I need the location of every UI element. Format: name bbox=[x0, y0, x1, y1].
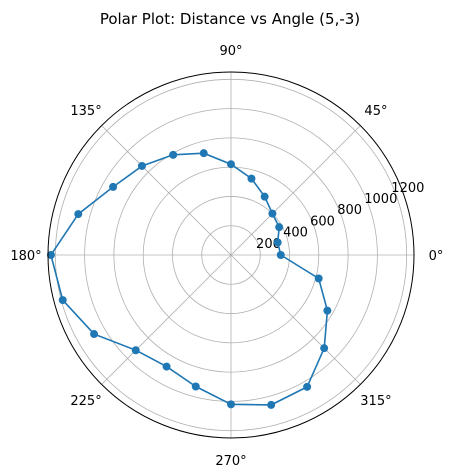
data-point bbox=[199, 149, 208, 158]
data-point bbox=[191, 382, 200, 391]
angle-tick-label: 225° bbox=[70, 394, 101, 409]
data-point bbox=[162, 362, 171, 371]
angle-tick-label: 135° bbox=[70, 104, 101, 119]
data-point bbox=[227, 400, 235, 409]
radial-tick-label: 1200 bbox=[391, 181, 424, 196]
angle-tick-label: 45° bbox=[364, 104, 387, 119]
data-point bbox=[320, 344, 329, 353]
data-point bbox=[74, 210, 83, 219]
data-point bbox=[169, 150, 178, 159]
data-point bbox=[260, 192, 269, 201]
data-point bbox=[273, 238, 282, 247]
angle-tick-labels: 0° 45° 90° 135° 180° 225° 270° 315° bbox=[10, 44, 443, 469]
data-point bbox=[275, 223, 284, 232]
angular-grid-line-45 bbox=[230, 125, 361, 256]
data-point bbox=[109, 182, 118, 191]
data-point bbox=[227, 160, 235, 169]
chart-title: Polar Plot: Distance vs Angle (5,-3) bbox=[100, 10, 360, 28]
angle-tick-label: 90° bbox=[219, 44, 242, 59]
angle-tick-label: 315° bbox=[360, 394, 391, 409]
radial-tick-label: 800 bbox=[337, 203, 362, 218]
angle-tick-label: 270° bbox=[215, 454, 246, 469]
data-point bbox=[46, 251, 55, 259]
angular-grid-line-315 bbox=[230, 254, 361, 385]
data-point bbox=[58, 296, 67, 305]
data-point bbox=[90, 330, 99, 339]
angular-grid-line-225 bbox=[101, 254, 232, 385]
polar-frame bbox=[47, 71, 415, 439]
polar-grid bbox=[48, 72, 414, 438]
radial-tick-label: 600 bbox=[310, 214, 335, 229]
data-series bbox=[46, 149, 332, 409]
data-point bbox=[314, 274, 323, 283]
radial-tick-label: 400 bbox=[283, 226, 308, 241]
radial-tick-label: 1000 bbox=[364, 192, 397, 207]
data-point bbox=[323, 306, 332, 315]
angle-tick-label: 0° bbox=[429, 249, 444, 264]
data-point bbox=[268, 209, 277, 218]
data-point bbox=[137, 161, 146, 170]
angular-grid-line-135 bbox=[101, 125, 232, 256]
data-point bbox=[131, 346, 140, 355]
angle-tick-label: 180° bbox=[10, 249, 41, 264]
series-line bbox=[50, 152, 329, 406]
data-point bbox=[303, 382, 312, 391]
data-point bbox=[276, 251, 285, 259]
data-point bbox=[267, 400, 276, 409]
data-point bbox=[247, 174, 256, 183]
